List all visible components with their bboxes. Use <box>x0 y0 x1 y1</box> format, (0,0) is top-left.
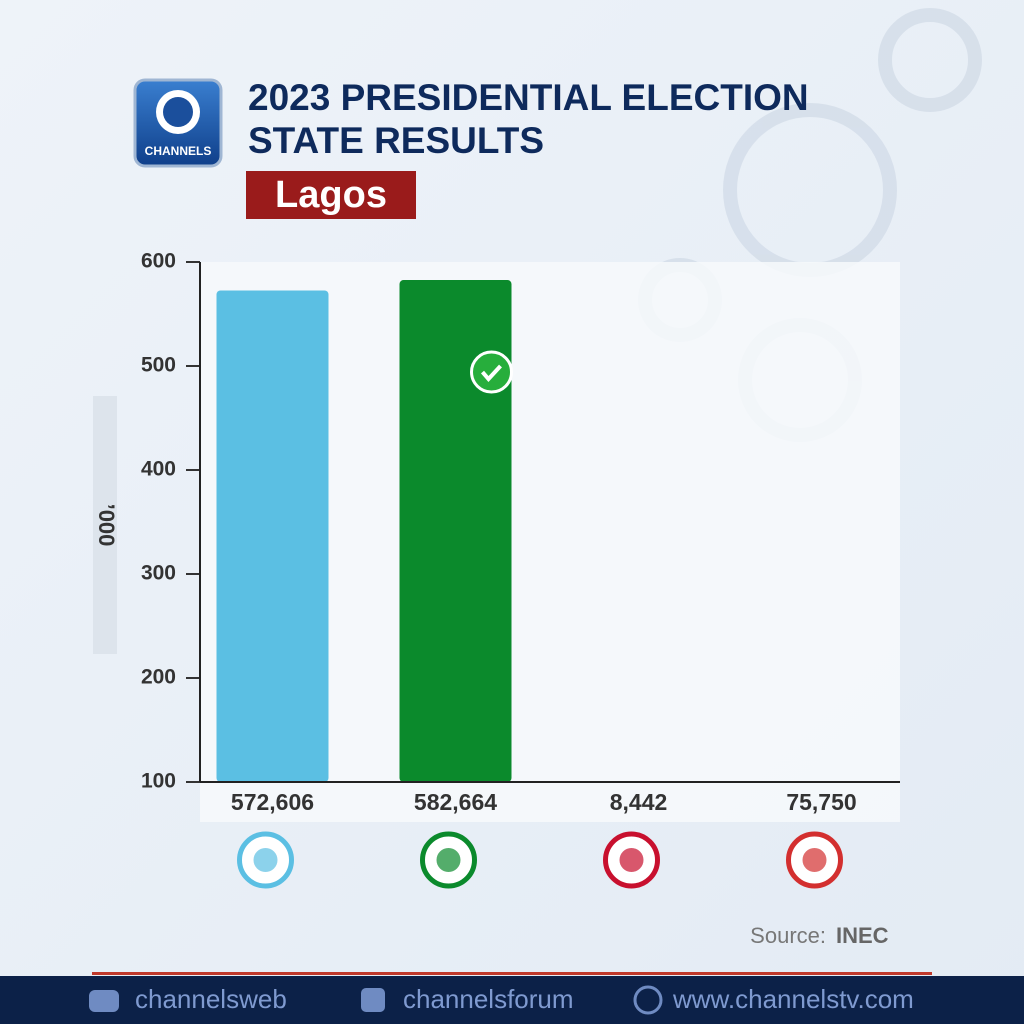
y-tick-label: 100 <box>141 770 176 793</box>
value-label: 572,606 <box>231 789 314 815</box>
y-tick-label: 500 <box>141 354 176 377</box>
footer-link[interactable]: www.channelstv.com <box>672 984 914 1014</box>
footer-bar <box>0 976 1024 1024</box>
facebook-icon <box>361 988 385 1012</box>
winner-badge <box>470 350 513 394</box>
party-logo-center <box>436 848 461 872</box>
value-label: 75,750 <box>786 789 856 815</box>
value-label: 582,664 <box>414 789 497 815</box>
logo-africa <box>163 97 193 127</box>
winner-check <box>480 364 502 383</box>
footer-rule <box>92 972 932 975</box>
ylabel-band <box>93 396 117 654</box>
y-tick-label: 400 <box>141 458 176 481</box>
y-tick-label: 600 <box>141 250 176 273</box>
footer-link[interactable]: channelsweb <box>135 984 287 1014</box>
subtitle-box <box>246 171 416 219</box>
y-axis-label: ’000 <box>94 504 119 547</box>
bar <box>216 290 329 782</box>
bar <box>399 280 512 782</box>
source-label: Source: <box>750 923 826 948</box>
logo-text: CHANNELS <box>145 144 212 158</box>
source: INEC <box>836 923 889 948</box>
party-logo-center <box>802 848 827 872</box>
y-tick-label: 200 <box>141 666 176 689</box>
bars <box>216 280 512 782</box>
value-label: 8,442 <box>610 789 668 815</box>
chart-title: STATE RESULTS <box>248 120 544 161</box>
web-icon <box>633 985 663 1015</box>
y-tick-label: 300 <box>141 562 176 585</box>
youtube-icon <box>89 990 119 1012</box>
chart-title: 2023 PRESIDENTIAL ELECTION <box>248 77 809 118</box>
chart-subtitle: Lagos <box>275 174 387 216</box>
party-logo-center <box>253 848 278 872</box>
footer-link[interactable]: channelsforum <box>403 984 574 1014</box>
party-logo-center <box>619 848 644 872</box>
